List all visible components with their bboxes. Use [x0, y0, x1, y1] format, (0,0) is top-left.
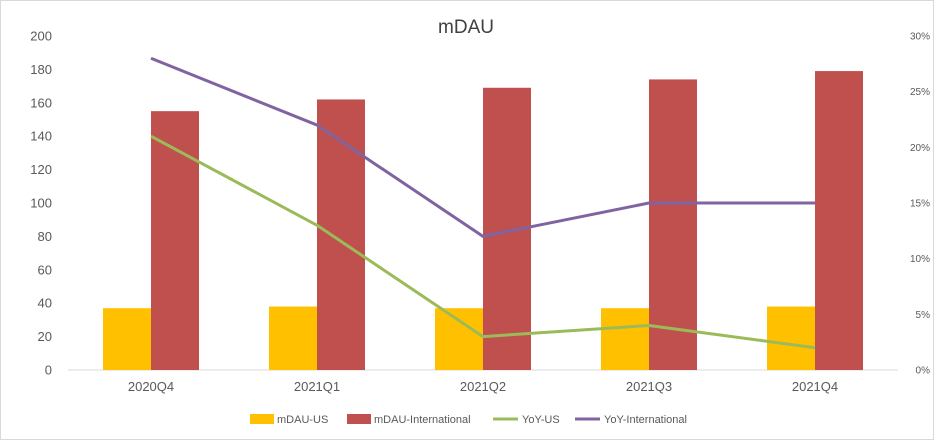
right-tick-25-: 25%: [910, 87, 930, 98]
bar-mdau-us-2021q3: [601, 308, 649, 370]
left-tick-80: 80: [38, 229, 52, 244]
x-axis-ticks: 2020Q4 2021Q1 2021Q2 2021Q3 2021Q4: [128, 379, 838, 394]
right-tick-5-: 5%: [916, 310, 931, 321]
x-tick-2021q1: 2021Q1: [294, 379, 340, 394]
chart-title: mDAU: [438, 17, 494, 38]
bar-mdau-international-2021q3: [649, 79, 697, 371]
legend-label-mdau-international: mDAU-International: [374, 414, 471, 426]
bar-mdau-us-2021q2: [435, 308, 483, 370]
bar-mdau-international-2021q1: [317, 99, 365, 371]
right-tick-15-: 15%: [910, 199, 930, 210]
legend-label-yoy-us: YoY-US: [522, 414, 560, 426]
left-tick-160: 160: [30, 95, 52, 110]
right-tick-0-: 0%: [916, 366, 931, 377]
x-tick-2020q4: 2020Q4: [128, 379, 174, 394]
bar-mdau-us-2021q4: [767, 306, 815, 370]
left-tick-120: 120: [30, 162, 52, 177]
legend-swatch-mdau-international: [347, 414, 371, 424]
legend-swatch-mdau-us: [250, 414, 274, 424]
bar-mdau-us-2021q1: [269, 306, 317, 370]
legend: mDAU-US mDAU-International YoY-US YoY-Inter…: [250, 414, 687, 426]
left-tick-20: 20: [38, 329, 52, 344]
left-tick-180: 180: [30, 62, 52, 77]
left-tick-140: 140: [30, 129, 52, 144]
bars-group: [103, 71, 863, 371]
right-tick-20-: 20%: [910, 143, 930, 154]
legend-label-yoy-international: YoY-International: [604, 414, 687, 426]
left-tick-40: 40: [38, 296, 52, 311]
legend-label-mdau-us: mDAU-US: [277, 414, 328, 426]
lines-group: [150, 56, 816, 350]
bar-mdau-us-2020q4: [103, 308, 151, 370]
right-tick-30-: 30%: [910, 32, 930, 43]
left-axis-ticks: 0 20 40 60 80 100 120 140 160 180 200: [30, 29, 52, 378]
left-tick-100: 100: [30, 196, 52, 211]
left-tick-200: 200: [30, 29, 52, 44]
bar-mdau-international-2020q4: [151, 111, 199, 371]
bar-mdau-international-2021q4: [815, 71, 863, 370]
left-tick-0: 0: [45, 363, 52, 378]
x-tick-2021q2: 2021Q2: [460, 379, 506, 394]
right-tick-10-: 10%: [910, 254, 930, 265]
left-tick-60: 60: [38, 262, 52, 277]
x-tick-2021q4: 2021Q4: [792, 379, 838, 394]
x-tick-2021q3: 2021Q3: [626, 379, 672, 394]
right-axis-ticks: 0% 5% 10% 15% 20% 25% 30%: [910, 32, 930, 377]
